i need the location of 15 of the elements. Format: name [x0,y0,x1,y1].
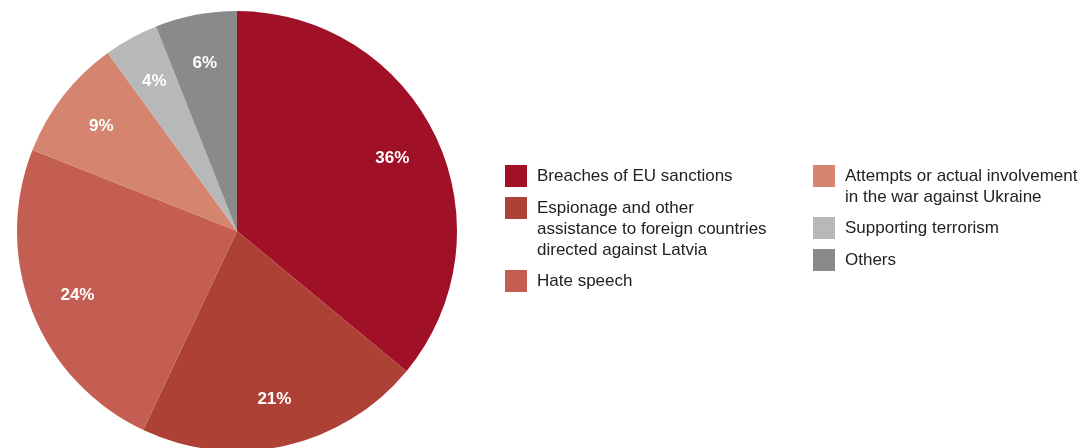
legend-label: Supporting terrorism [845,217,1000,238]
legend-label: Espionage and other assistance to foreign countries directed against Latvia [537,197,768,260]
data-label: 24% [60,284,95,304]
data-label: 4% [142,71,167,91]
pie-slice [237,11,457,372]
pie-slice [143,231,407,448]
data-label: 9% [89,116,114,136]
legend-label: Hate speech [537,270,633,291]
data-label: 21% [257,388,292,408]
legend-label: Attempts or actual involvement in the war against Ukraine [845,165,1079,207]
legend-label: Breaches of EU sanctions [537,165,733,186]
legend-label: Others [845,249,897,270]
data-label: 36% [375,148,410,168]
pie-slice [32,53,237,231]
data-label: 6% [192,52,218,72]
